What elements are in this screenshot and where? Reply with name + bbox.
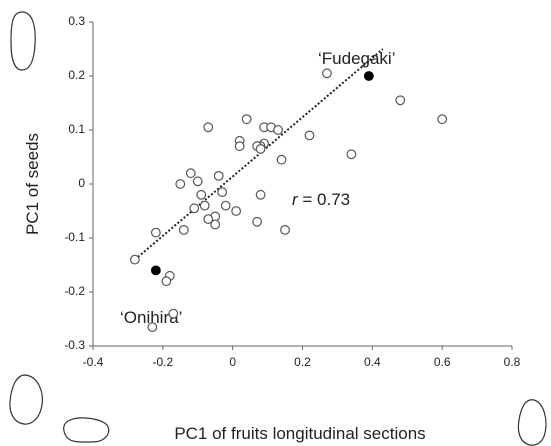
annotation: ‘Onihira’ (120, 308, 182, 327)
fruit-outline (517, 399, 547, 446)
point (322, 68, 332, 79)
correlation-value: = 0.73 (298, 190, 350, 209)
y-tick-label: 0 (78, 176, 85, 190)
seed-outline (10, 11, 36, 71)
x-tick-label: -0.2 (152, 355, 173, 369)
point (178, 224, 189, 235)
seed-outline (63, 417, 110, 443)
y-axis-title: PC1 of seeds (23, 133, 42, 235)
point (203, 122, 214, 133)
point (346, 149, 357, 160)
annotation: ‘Fudegaki’ (318, 49, 396, 68)
point (147, 322, 158, 333)
x-axis-title: PC1 of fruits longitudinal sections (174, 424, 425, 443)
point (241, 114, 252, 125)
x-tick-label: 0.8 (504, 355, 521, 369)
point (192, 176, 203, 187)
correlation-symbol: r (292, 190, 299, 209)
point (280, 224, 290, 235)
point (217, 187, 228, 198)
point (252, 216, 263, 227)
point (203, 214, 214, 225)
point (437, 114, 448, 125)
point (234, 141, 245, 152)
y-tick-label: 0.2 (68, 68, 85, 82)
y-tick-label: -0.3 (64, 338, 85, 352)
point (196, 189, 207, 200)
y-tick-label: -0.2 (64, 284, 85, 298)
point (150, 227, 161, 238)
point (304, 130, 315, 141)
point (213, 170, 224, 181)
point (210, 219, 221, 230)
x-tick-label: -0.4 (83, 355, 104, 369)
x-tick-label: 0.2 (294, 355, 311, 369)
x-tick-label: 0 (229, 355, 236, 369)
point (175, 179, 186, 189)
point (189, 203, 200, 214)
y-tick-label: 0.1 (68, 122, 85, 136)
correlation: r = 0.73 (292, 190, 350, 209)
point (255, 143, 266, 154)
x-tick-label: 0.4 (364, 355, 381, 369)
y-tick-label: 0.3 (68, 14, 85, 28)
point (395, 95, 406, 106)
y-tick-label: -0.1 (64, 230, 85, 244)
x-tick-label: 0.6 (434, 355, 451, 369)
point (273, 125, 283, 135)
fruit-outline (9, 374, 43, 425)
point (255, 189, 266, 200)
point (185, 168, 196, 179)
point (129, 254, 140, 265)
point (231, 206, 242, 216)
point (199, 200, 210, 211)
point (150, 265, 161, 276)
point (276, 154, 287, 165)
trendline (134, 48, 384, 261)
point (220, 200, 231, 211)
point (161, 276, 172, 287)
point (363, 71, 374, 81)
point (168, 308, 179, 319)
